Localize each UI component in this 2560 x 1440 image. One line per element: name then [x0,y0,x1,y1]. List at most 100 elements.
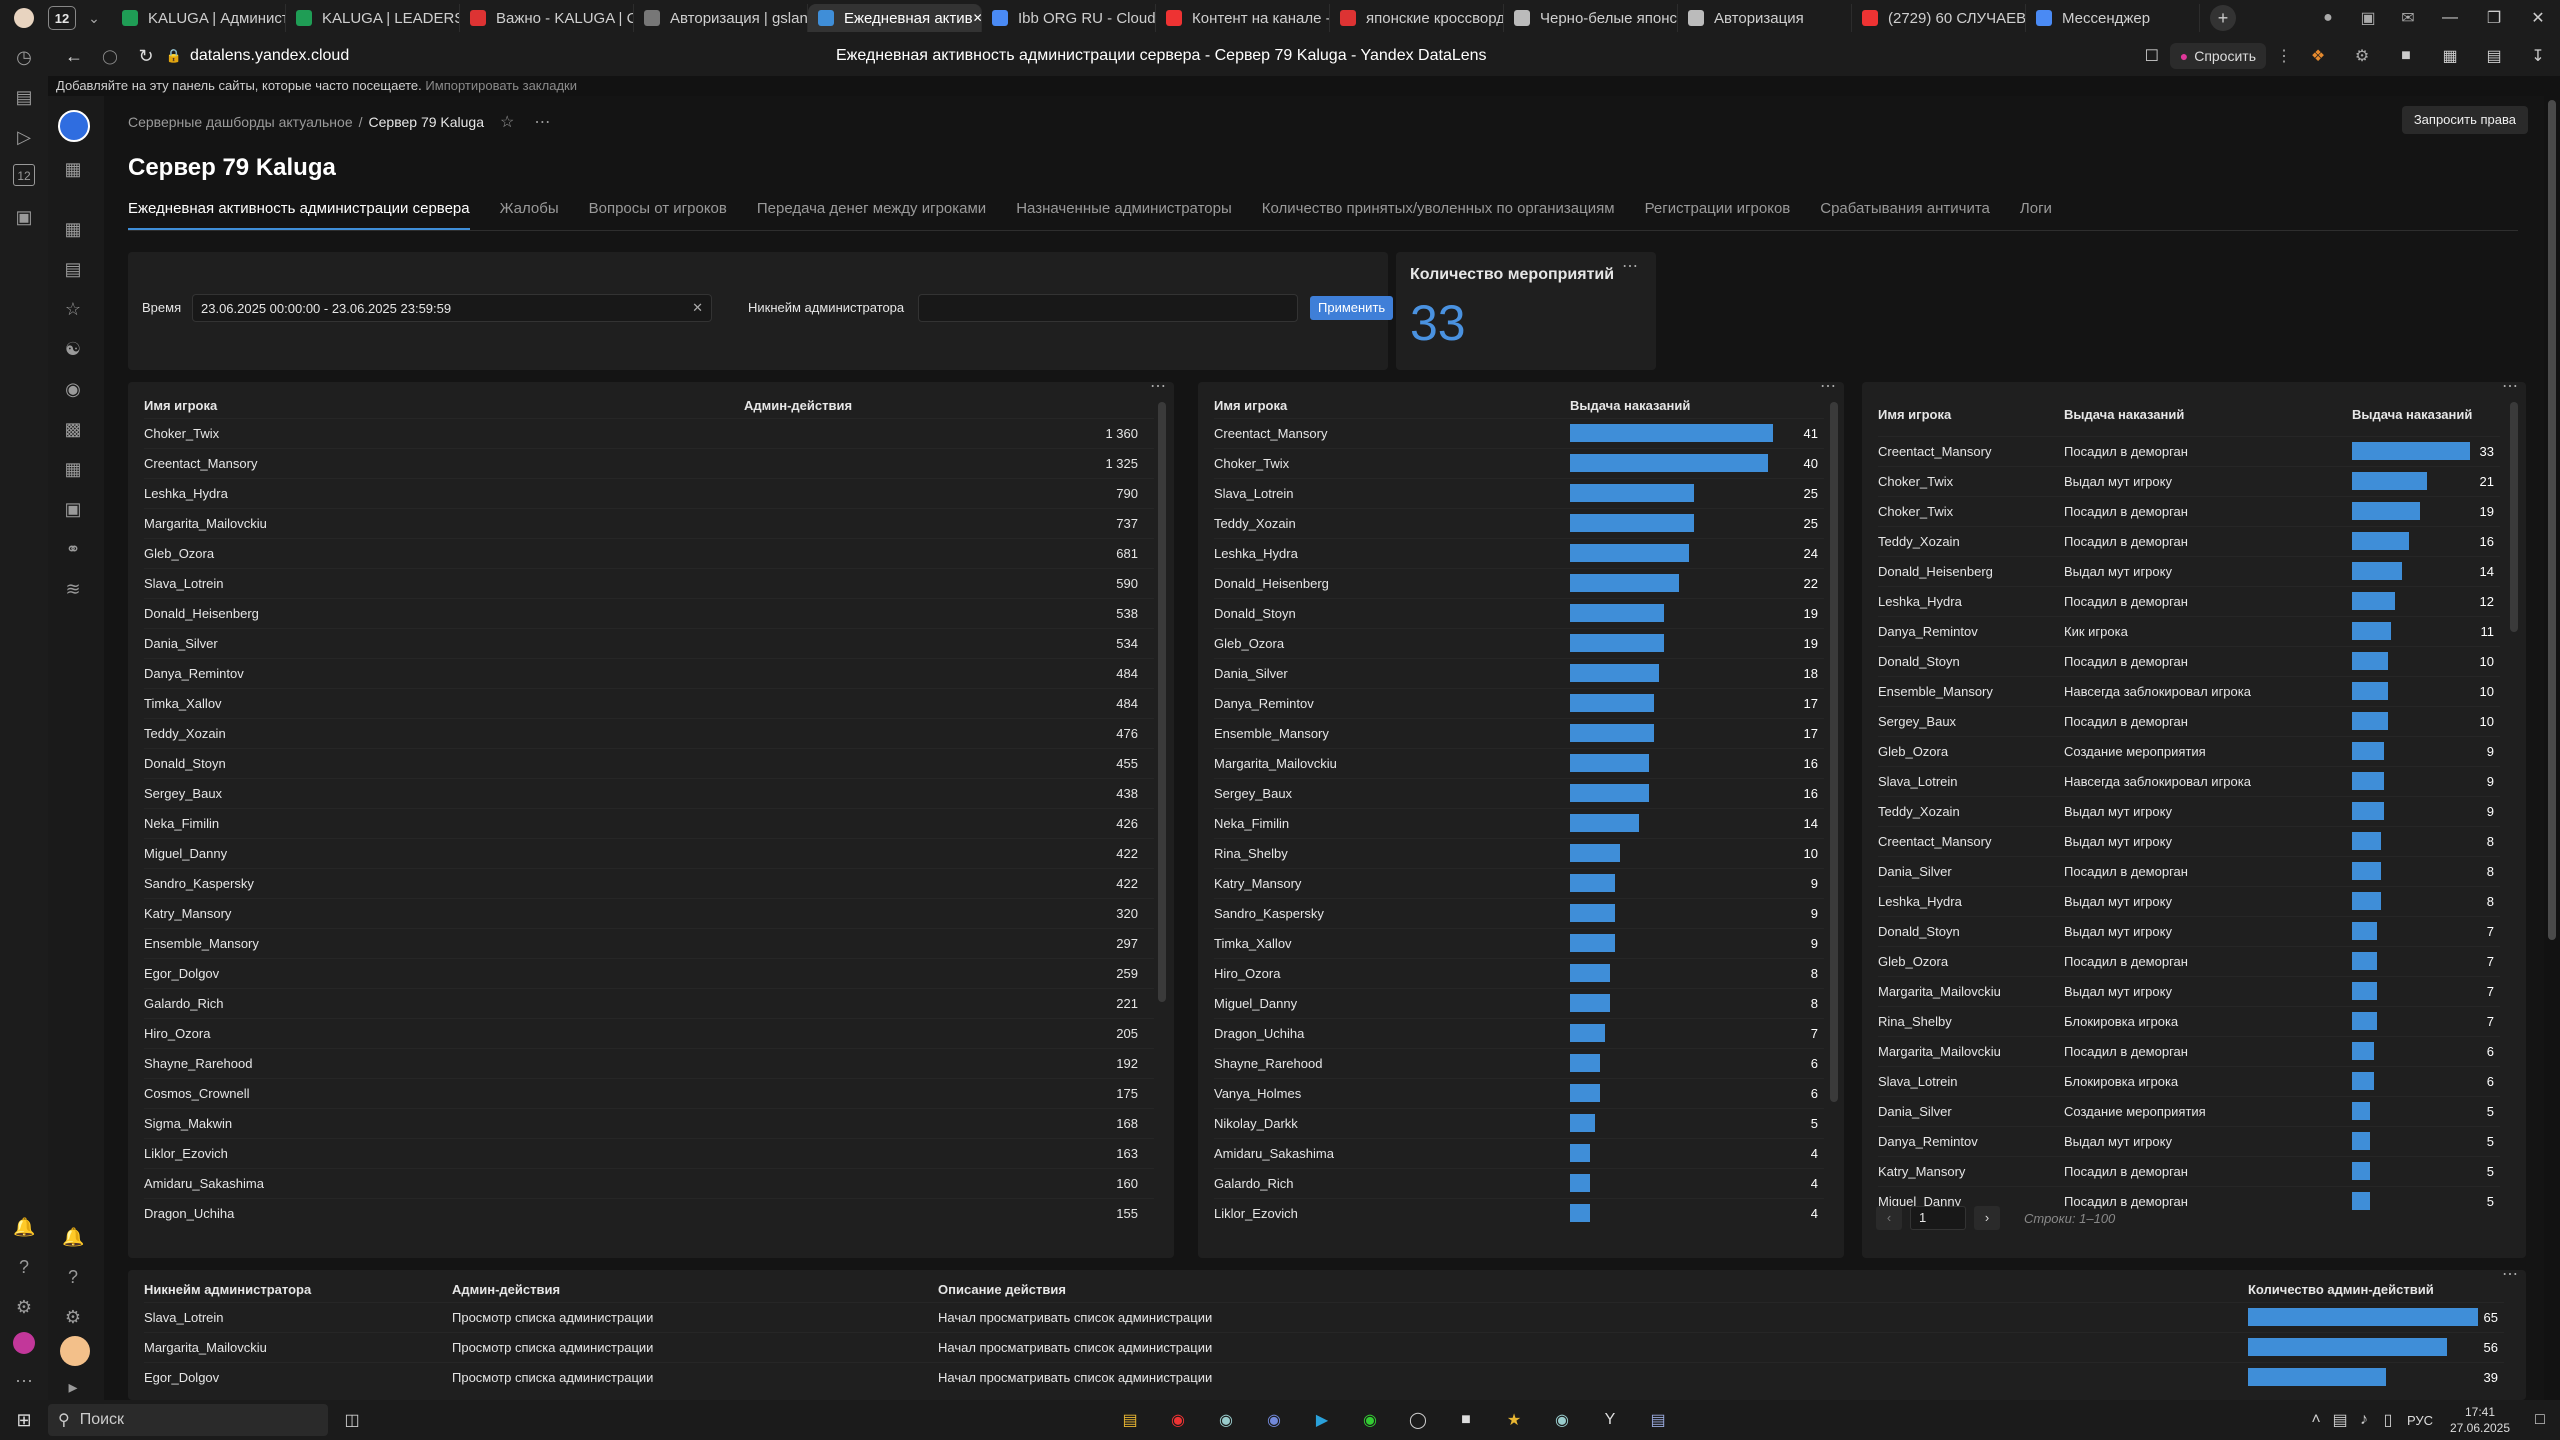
reports-icon[interactable]: ▣ [64,499,82,519]
table-row[interactable]: Vanya_Holmes 6 [1214,1078,1824,1108]
table-row[interactable]: Cosmos_Crownell 175 [144,1078,1154,1108]
collapse-nav-icon[interactable]: ▸ [68,1377,78,1397]
favorites-icon[interactable]: ☆ [64,299,82,319]
history-nav-icon[interactable]: ☯ [64,339,82,359]
table-row[interactable]: Katry_Mansory Посадил в деморган 5 [1878,1156,2500,1186]
table-row[interactable]: Sergey_Baux 16 [1214,778,1824,808]
column-header[interactable]: Описание действия [938,1282,1066,1298]
more-side-icon[interactable]: ⋯ [15,1371,33,1391]
table-row[interactable]: Neka_Fimilin 14 [1214,808,1824,838]
table-row[interactable]: Sergey_Baux Посадил в деморган 10 [1878,706,2500,736]
table-row[interactable]: Teddy_Xozain 25 [1214,508,1824,538]
table-row[interactable]: Sandro_Kaspersky 422 [144,868,1154,898]
steam2-app-icon[interactable]: ◉ [1555,1412,1569,1429]
table-row[interactable]: Sigma_Makwin 168 [144,1108,1154,1138]
bookmarks-import-link[interactable]: Импортировать закладки [425,78,577,93]
kpi-menu-icon[interactable]: ⋯ [1622,258,1638,275]
table-row[interactable]: Sergey_Baux 438 [144,778,1154,808]
close-window-button[interactable]: ✕ [2531,10,2545,27]
table-row[interactable]: Slava_Lotrein Навсегда заблокировал игрок… [1878,766,2500,796]
table-row[interactable]: Dragon_Uchiha 7 [1214,1018,1824,1048]
table-row[interactable]: Leshka_Hydra Посадил в деморган 12 [1878,586,2500,616]
table-row[interactable]: Galardo_Rich 4 [1214,1168,1824,1198]
table-row[interactable]: Galardo_Rich 221 [144,988,1154,1018]
column-header[interactable]: Выдача наказаний [2064,407,2185,423]
column-header[interactable]: Админ-действия [452,1282,561,1298]
table-row[interactable]: Donald_Stoyn 19 [1214,598,1824,628]
table-row[interactable]: Margarita_Mailovckiu Выдал мут игроку 7 [1878,976,2500,1006]
table-row[interactable]: Danya_Remintov 484 [144,658,1154,688]
browser-tab[interactable]: KALUGA | Администр [112,4,286,32]
url-field[interactable]: datalens.yandex.cloud [190,47,350,64]
column-header[interactable]: Имя игрока [1878,407,1952,423]
table-row[interactable]: Rina_Shelby Блокировка игрока 7 [1878,1006,2500,1036]
column-header[interactable]: Админ-действия [744,398,853,414]
browser-tab[interactable]: KALUGA | LEADERS [286,4,460,32]
browser-tab[interactable]: Черно-белые японск [1504,4,1678,32]
history-side-icon[interactable]: ◷ [16,47,32,67]
table-row[interactable]: Timka_Xallov 9 [1214,928,1824,958]
more-actions-icon[interactable]: ⋯ [534,114,551,131]
table3-menu-icon[interactable]: ⋯ [2502,378,2518,395]
downloads-icon[interactable]: ↧ [2531,48,2545,65]
table-row[interactable]: Slava_Lotrein 590 [144,568,1154,598]
dashboard-tab[interactable]: Логи [2019,200,2052,217]
column-header[interactable]: Выдача наказаний [2352,407,2473,423]
alice-assistant-icon[interactable] [13,1332,35,1354]
next-page-button[interactable]: › [1974,1206,2000,1230]
table-row[interactable]: Donald_Heisenberg 22 [1214,568,1824,598]
table-row[interactable]: Gleb_Ozora Посадил в деморган 7 [1878,946,2500,976]
table-row[interactable]: Creentact_Mansory 1 325 [144,448,1154,478]
table-row[interactable]: Donald_Stoyn 455 [144,748,1154,778]
column-header[interactable]: Выдача наказаний [1570,398,1691,414]
history-icon[interactable]: ◯ [102,47,118,64]
table-row[interactable]: Dania_Silver Посадил в деморган 8 [1878,856,2500,886]
explorer-app-icon[interactable]: ▤ [1122,1412,1138,1429]
table-row[interactable]: Shayne_Rarehood 192 [144,1048,1154,1078]
table-row[interactable]: Dragon_Uchiha 155 [144,1198,1154,1228]
table2-scrollbar[interactable] [1830,402,1838,1102]
clock[interactable]: 17:41 27.06.2025 [2440,1404,2520,1436]
table-row[interactable]: Margarita_Mailovckiu 737 [144,508,1154,538]
table-row[interactable]: Donald_Stoyn Выдал мут игроку 7 [1878,916,2500,946]
datasets-icon[interactable]: ▦ [64,459,82,479]
collections-nav-icon[interactable]: ▤ [64,259,82,279]
table2-menu-icon[interactable]: ⋯ [1820,378,1836,395]
table-row[interactable]: Sandro_Kaspersky 9 [1214,898,1824,928]
table-row[interactable]: Leshka_Hydra 24 [1214,538,1824,568]
page-number-field[interactable]: 1 [1910,1206,1966,1230]
notepad-app-icon[interactable]: ▤ [1650,1412,1666,1429]
battery-icon[interactable]: ▯ [2383,1412,2393,1429]
table-row[interactable]: Ensemble_Mansory 297 [144,928,1154,958]
telegram-app-icon[interactable]: ▶ [1315,1412,1329,1429]
yandex-app-icon[interactable]: Y [1604,1411,1616,1428]
table-row[interactable]: Liklor_Ezovich 4 [1214,1198,1824,1228]
extension-3-icon[interactable]: ■ [2401,47,2411,64]
back-button[interactable]: ← [65,45,83,66]
browser-tab[interactable]: японские кроссворд [1330,4,1504,32]
table-row[interactable]: Gleb_Ozora Создание мероприятия 9 [1878,736,2500,766]
discord-app-icon[interactable]: ◉ [1267,1412,1281,1429]
app-settings-icon[interactable]: ⚙ [64,1307,82,1327]
table-row[interactable]: Amidaru_Sakashima 160 [144,1168,1154,1198]
reload-button[interactable]: ↻ [138,45,154,66]
browser-tab[interactable]: Мессенджер [2026,4,2200,32]
table-row[interactable]: Creentact_Mansory Посадил в деморган 33 [1878,436,2500,466]
table-row[interactable]: Ensemble_Mansory 17 [1214,718,1824,748]
links-icon[interactable]: ⚭ [65,539,81,559]
task-view-icon[interactable]: ◫ [344,1412,360,1429]
table3-scrollbar[interactable] [2510,402,2518,632]
table-row[interactable]: Creentact_Mansory Выдал мут игроку 8 [1878,826,2500,856]
breadcrumb-parent[interactable]: Серверные дашборды актуальное [128,114,353,130]
collections-icon[interactable]: ▤ [2486,48,2502,65]
table-row[interactable]: Amidaru_Sakashima 4 [1214,1138,1824,1168]
table-row[interactable]: Timka_Xallov 484 [144,688,1154,718]
nick-input[interactable] [918,294,1298,322]
table-row[interactable]: Nikolay_Darkk 5 [1214,1108,1824,1138]
dashboard-tab[interactable]: Жалобы [499,200,559,217]
language-indicator[interactable]: РУС [2406,1412,2434,1428]
notification-center-icon[interactable]: □ [2535,1411,2545,1428]
table-row[interactable]: Miguel_Danny 422 [144,838,1154,868]
extension-1-icon[interactable]: ❖ [2310,48,2326,65]
table-row[interactable]: Katry_Mansory 9 [1214,868,1824,898]
